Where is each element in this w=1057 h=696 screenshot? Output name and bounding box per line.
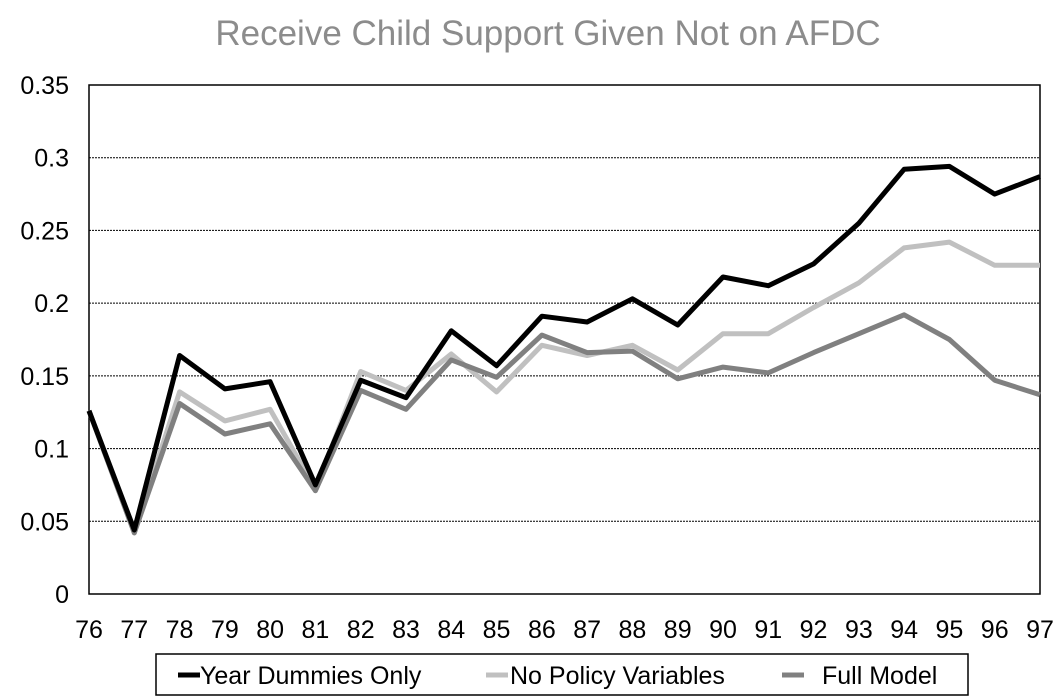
legend-label-1: Year Dummies Only bbox=[200, 662, 422, 690]
y-tick-label: 0 bbox=[55, 581, 69, 609]
x-tick-label: 82 bbox=[347, 616, 375, 644]
series-lines bbox=[86, 163, 1041, 536]
gridlines bbox=[89, 157, 1040, 522]
x-tick-label: 81 bbox=[302, 616, 330, 644]
x-tick-label: 84 bbox=[437, 616, 465, 644]
x-tick-label: 95 bbox=[936, 616, 964, 644]
x-tick-label: 94 bbox=[890, 616, 918, 644]
x-tick-label: 96 bbox=[981, 616, 1009, 644]
legend-label-2: No Policy Variables bbox=[510, 662, 725, 690]
legend-label-3: Full Model bbox=[822, 662, 937, 690]
x-tick-label: 79 bbox=[211, 616, 239, 644]
legend: Year Dummies Only No Policy Variables Full… bbox=[155, 653, 969, 696]
y-tick-label: 0.25 bbox=[20, 217, 69, 245]
x-tick-label: 87 bbox=[573, 616, 601, 644]
y-axis-tick-labels: 0 0.05 0.1 0.15 0.2 0.25 0.3 0.35 bbox=[20, 72, 69, 609]
x-axis-tick-labels: 76 77 78 79 80 81 82 83 84 85 86 87 88 89 90 91 92 93 94 95… bbox=[75, 616, 1054, 644]
plot-area-border bbox=[88, 84, 1041, 595]
x-tick-label: 91 bbox=[754, 616, 782, 644]
x-tick-label: 78 bbox=[166, 616, 194, 644]
y-tick-label: 0.1 bbox=[34, 436, 69, 464]
x-tick-label: 93 bbox=[845, 616, 873, 644]
y-tick-label: 0.35 bbox=[20, 72, 69, 100]
series-line-3 bbox=[86, 312, 1041, 536]
x-tick-label: 89 bbox=[664, 616, 692, 644]
x-tick-label: 83 bbox=[392, 616, 420, 644]
y-tick-label: 0.2 bbox=[34, 290, 69, 318]
x-tick-label: 85 bbox=[483, 616, 511, 644]
legend-box bbox=[155, 653, 969, 696]
x-tick-label: 90 bbox=[709, 616, 737, 644]
chart-title: Receive Child Support Given Not on AFDC bbox=[215, 14, 880, 53]
x-tick-label: 97 bbox=[1026, 616, 1054, 644]
x-tick-label: 80 bbox=[256, 616, 284, 644]
y-tick-label: 0.3 bbox=[34, 145, 69, 173]
y-tick-label: 0.15 bbox=[20, 363, 69, 391]
x-tick-label: 86 bbox=[528, 616, 556, 644]
x-tick-label: 88 bbox=[619, 616, 647, 644]
series-line-2 bbox=[86, 239, 1040, 536]
series-line-1 bbox=[86, 163, 1041, 533]
y-tick-label: 0.05 bbox=[20, 508, 69, 536]
x-tick-label: 76 bbox=[75, 616, 103, 644]
x-tick-label: 92 bbox=[800, 616, 828, 644]
x-tick-label: 77 bbox=[120, 616, 148, 644]
